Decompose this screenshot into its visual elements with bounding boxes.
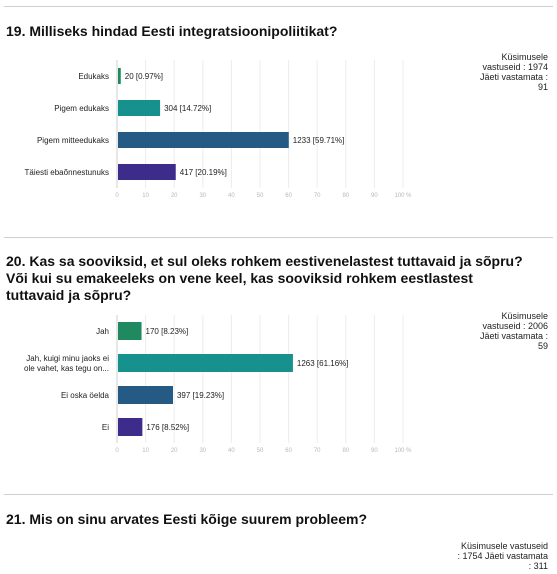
question-19-bar-chart: 0 10 20 30 40 50 60 70 80 90 100 % Edukaks 20 [0.97%… — [0, 60, 557, 210]
x-tick-label: 70 — [314, 193, 321, 199]
stats-line: : 1754 Jäeti vastamata — [457, 551, 548, 561]
stats-line: Jäeti vastamata : — [479, 331, 548, 341]
question-20-chart-svg: 0 10 20 30 40 50 60 70 80 90 100 % Jah 170 [8.23%] Ja… — [24, 315, 412, 454]
category-label: ole vahet, kas tegu on... — [24, 364, 109, 373]
x-tick-label: 30 — [199, 193, 206, 199]
x-tick-label: 40 — [228, 193, 235, 199]
x-tick-label: 90 — [371, 193, 378, 199]
category-label: Täiesti ebaõnnestunuks — [25, 168, 110, 177]
x-tick-label: 40 — [228, 448, 235, 454]
question-19-chart-svg: 0 10 20 30 40 50 60 70 80 90 100 % Edukaks 20 [0.97%… — [25, 60, 412, 199]
x-tick-label: 100 % — [394, 193, 412, 199]
question-20-response-stats: Küsimusele vastuseid : 2006 Jäeti vastam… — [428, 311, 548, 351]
stats-line: 59 — [537, 341, 548, 351]
stats-line: Küsimusele — [501, 311, 548, 321]
stats-line: vastuseid : 1974 — [482, 62, 548, 72]
question-20-bar-chart: 0 10 20 30 40 50 60 70 80 90 100 % Jah 170 [8.23%] Ja… — [0, 315, 557, 460]
x-tick-label: 80 — [342, 193, 349, 199]
data-label: 20 [0.97%] — [125, 72, 163, 81]
question-21-title: 21. Mis on sinu arvates Eesti kõige suur… — [6, 511, 368, 527]
x-tick-label: 60 — [285, 448, 292, 454]
x-tick-label: 20 — [171, 448, 178, 454]
question-19-title: 19. Milliseks hindad Eesti integratsioon… — [6, 23, 338, 39]
data-label: 397 [19.23%] — [177, 391, 224, 400]
stats-line: 91 — [537, 82, 548, 92]
separator-q21 — [4, 494, 553, 495]
x-tick-label: 0 — [115, 193, 119, 199]
bar — [118, 354, 293, 372]
category-label: Pigem edukaks — [54, 104, 109, 113]
x-tick-label: 20 — [171, 193, 178, 199]
stats-line: Küsimusele vastuseid — [460, 541, 548, 551]
data-label: 304 [14.72%] — [164, 104, 211, 113]
x-tick-label: 70 — [314, 448, 321, 454]
title-line: Või kui su emakeeleks on vene keel, kas … — [6, 270, 473, 286]
separator-q20 — [4, 237, 553, 238]
stats-line: Jäeti vastamata : — [479, 72, 548, 82]
bar — [118, 418, 143, 436]
data-label: 170 [8.23%] — [146, 327, 189, 336]
category-label: Pigem mitteedukaks — [37, 136, 109, 145]
x-tick-label: 50 — [257, 448, 264, 454]
category-label: Ei oska öelda — [61, 391, 110, 400]
data-label: 417 [20.19%] — [180, 168, 227, 177]
x-tick-label: 80 — [342, 448, 349, 454]
bar — [118, 322, 142, 340]
stats-line: Küsimusele — [501, 52, 548, 62]
question-21-response-stats: Küsimusele vastuseid : 1754 Jäeti vastam… — [428, 541, 548, 571]
separator-q19 — [4, 6, 553, 7]
x-tick-label: 30 — [199, 448, 206, 454]
x-tick-label: 60 — [285, 193, 292, 199]
x-tick-label: 10 — [142, 193, 149, 199]
data-label: 1263 [61.16%] — [297, 359, 349, 368]
stats-line: : 311 — [528, 561, 548, 571]
x-tick-label: 90 — [371, 448, 378, 454]
category-label: Ei — [102, 423, 109, 432]
x-tick-label: 50 — [257, 193, 264, 199]
question-19-response-stats: Küsimusele vastuseid : 1974 Jäeti vastam… — [428, 52, 548, 92]
bar — [118, 68, 121, 84]
bar — [118, 132, 289, 148]
x-tick-label: 10 — [142, 448, 149, 454]
title-line: tuttavaid ja sõpru? — [6, 287, 132, 303]
data-label: 176 [8.52%] — [146, 423, 189, 432]
category-label: Jah, kuigi minu jaoks ei — [26, 354, 109, 363]
category-label: Edukaks — [78, 72, 109, 81]
bar — [118, 100, 161, 116]
bar — [118, 386, 173, 404]
x-tick-label: 0 — [115, 448, 119, 454]
question-20-title: 20. Kas sa sooviksid, et sul oleks rohke… — [6, 253, 523, 304]
data-label: 1233 [59.71%] — [293, 136, 345, 145]
stats-line: vastuseid : 2006 — [482, 321, 548, 331]
title-line: 20. Kas sa sooviksid, et sul oleks rohke… — [6, 253, 523, 269]
category-label: Jah — [96, 327, 109, 336]
bar — [118, 164, 176, 180]
x-tick-label: 100 % — [394, 448, 412, 454]
